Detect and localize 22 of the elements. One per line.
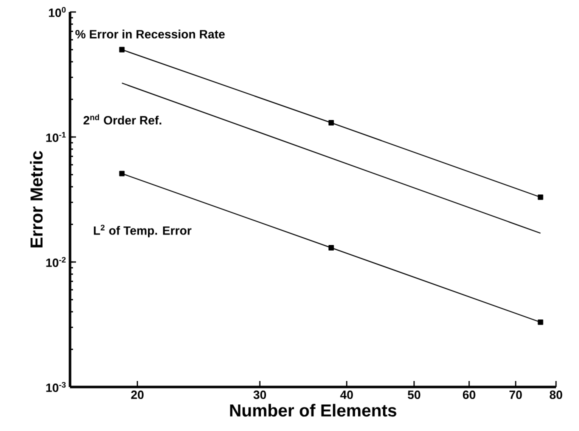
x-tick-label: 70 <box>509 390 522 400</box>
text: % Error in Recession Rate <box>75 30 225 38</box>
text: L$^{2}$ of Temp. Error <box>94 224 192 238</box>
x-tick-label: 60 <box>462 390 476 400</box>
point <box>328 245 334 250</box>
y-tick-label: 10$^{-2}$ <box>46 256 66 268</box>
x-tick-label: 50 <box>408 390 420 400</box>
x-tick-label: 80 <box>550 390 562 400</box>
y-tick-label: 10$^{-1}$ <box>46 132 66 142</box>
series-label: 2$^{nd}$ Order Ref. <box>84 114 162 125</box>
point <box>119 170 125 176</box>
point <box>538 194 544 200</box>
point <box>119 46 125 52</box>
x-axis-title: Number of Elements <box>230 404 396 417</box>
x-tick-label: 20 <box>131 390 144 400</box>
x-tick-label: 30 <box>253 390 266 400</box>
y-axis-title: Error Metric <box>30 151 43 248</box>
y-tick-label: 10$^{-3}$ <box>46 382 66 392</box>
x-tick-label: 40 <box>340 390 353 400</box>
y-tick-label: 10$^{0}$ <box>48 6 66 18</box>
point <box>328 120 334 126</box>
point <box>538 319 544 325</box>
